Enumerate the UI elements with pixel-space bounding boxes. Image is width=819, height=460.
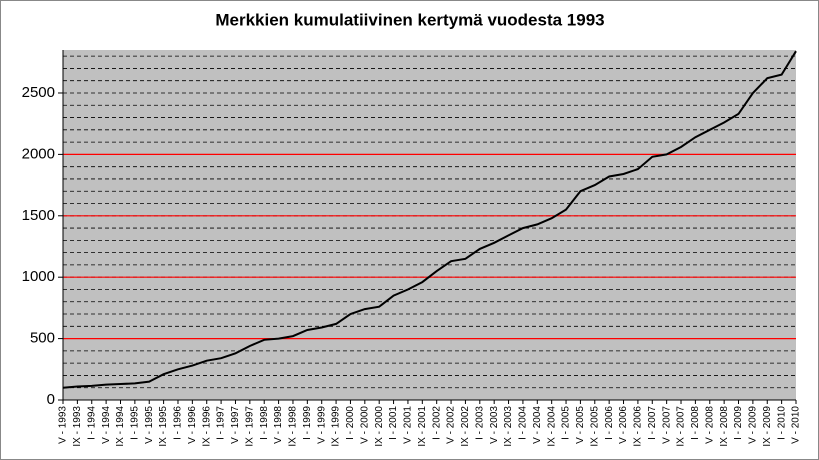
x-tick-label: I - 2000 [345,406,356,440]
x-tick-label: V - 1996 [187,406,198,444]
x-tick-label: V - 2000 [359,406,370,444]
x-tick-label: V - 1994 [101,406,112,444]
x-tick-label: I - 2009 [733,406,744,440]
x-tick-label: V - 2003 [489,406,500,444]
y-tick-label: 1500 [22,207,55,224]
x-tick-label: V - 1995 [144,406,155,444]
x-tick-label: V - 2006 [618,406,629,444]
x-tick-label: I - 2004 [518,406,529,440]
x-tick-label: V - 1997 [230,406,241,444]
x-tick-label: I - 2010 [776,406,787,440]
x-tick-label: V - 2004 [532,406,543,444]
x-tick-label: IX - 1996 [201,406,212,447]
chart-title: Merkkien kumulatiivinen kertymä vuodesta… [215,10,604,29]
x-tick-label: IX - 2001 [417,406,428,447]
plot-area [63,50,796,400]
x-tick-label: IX - 2000 [374,406,385,447]
x-tick-label: I - 2007 [647,406,658,440]
x-tick-label: IX - 2009 [762,406,773,447]
x-tick-label: I - 1994 [86,406,97,440]
x-tick-label: IX - 1998 [288,406,299,447]
x-tick-label: I - 1998 [259,406,270,440]
x-tick-label: I - 2005 [561,406,572,440]
x-tick-label: I - 2001 [388,406,399,440]
x-tick-label: I - 1995 [130,406,141,440]
y-tick-label: 2000 [22,145,55,162]
x-tick-label: IX - 1997 [244,406,255,447]
y-tick-label: 1000 [22,268,55,285]
x-tick-label: I - 1997 [216,406,227,440]
x-tick-label: IX - 1994 [115,406,126,447]
x-tick-label: I - 2002 [431,406,442,440]
x-tick-label: IX - 1995 [158,406,169,447]
x-tick-label: IX - 2005 [589,406,600,447]
x-tick-label: V - 1993 [58,406,69,444]
x-tick-label: I - 2008 [690,406,701,440]
x-tick-label: IX - 2003 [503,406,514,447]
x-tick-label: I - 1999 [302,406,313,440]
x-tick-label: V - 2010 [791,406,802,444]
y-tick-label: 2500 [22,84,55,101]
x-tick-label: V - 1998 [273,406,284,444]
x-tick-label: V - 1999 [316,406,327,444]
x-tick-label: IX - 1999 [331,406,342,447]
x-tick-label: IX - 2004 [546,406,557,447]
data-line [62,50,797,389]
y-tick-label: 500 [30,330,55,347]
y-tick-label: 0 [47,391,55,408]
x-tick-label: V - 2002 [446,406,457,444]
x-tick-label: IX - 2008 [719,406,730,447]
x-tick-label: I - 2003 [474,406,485,440]
x-tick-label: IX - 1993 [72,406,83,447]
x-tick-label: I - 2006 [604,406,615,440]
x-tick-label: V - 2008 [704,406,715,444]
x-tick-label: IX - 2006 [633,406,644,447]
x-tick-label: I - 1996 [173,406,184,440]
x-tick-label: V - 2001 [403,406,414,444]
x-tick-label: IX - 2002 [460,406,471,447]
x-tick-label: IX - 2007 [676,406,687,447]
x-tick-label: V - 2007 [661,406,672,444]
x-tick-label: V - 2005 [575,406,586,444]
x-tick-label: V - 2009 [748,406,759,444]
